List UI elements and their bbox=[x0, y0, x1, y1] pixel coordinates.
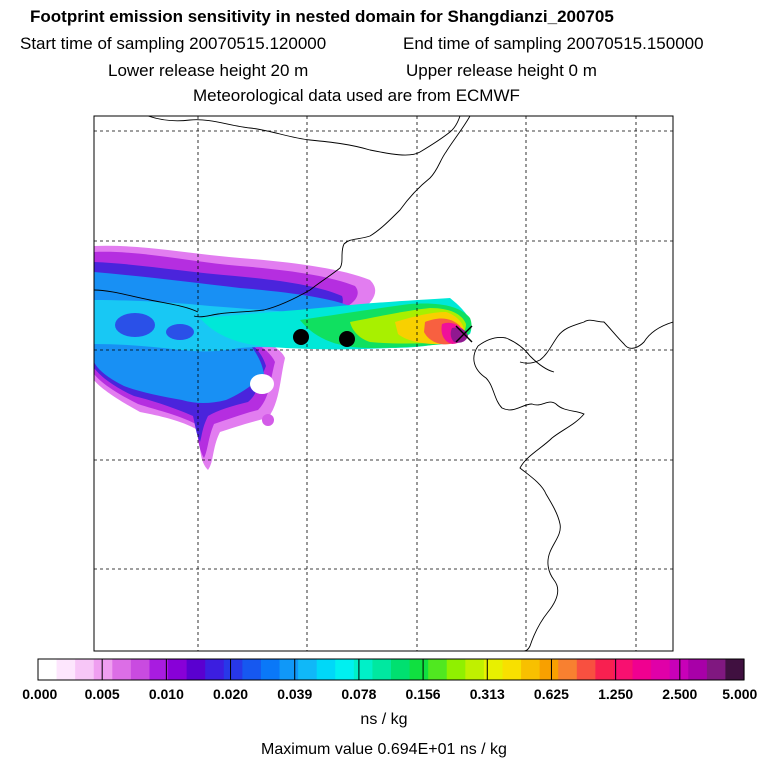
sensitivity-field bbox=[94, 245, 472, 470]
colorbar-swatch bbox=[409, 659, 429, 680]
colorbar-tick-label: 2.500 bbox=[662, 686, 698, 702]
colorbar-swatch bbox=[38, 659, 58, 680]
markers bbox=[293, 325, 473, 347]
colorbar-swatch bbox=[112, 659, 132, 680]
map-frame bbox=[93, 115, 674, 652]
coast-bay bbox=[477, 337, 555, 373]
colorbar-swatch bbox=[465, 659, 485, 680]
colorbar-swatch bbox=[706, 659, 727, 680]
sampling-point-2 bbox=[339, 331, 355, 347]
colorbar-swatch bbox=[168, 659, 188, 680]
colorbar-tick-label: 0.625 bbox=[533, 686, 569, 702]
release-site-cross-2 bbox=[455, 325, 473, 343]
colorbar-swatch bbox=[260, 659, 281, 680]
colorbar-swatch bbox=[298, 659, 318, 680]
colorbar-swatch bbox=[539, 659, 559, 680]
colorbar-tick-label: 1.250 bbox=[598, 686, 634, 702]
colorbar-frame bbox=[37, 658, 745, 681]
colorbar-swatch bbox=[632, 659, 652, 680]
sampling-point-1 bbox=[293, 329, 309, 345]
colorbar-swatch bbox=[502, 659, 522, 680]
colorbar-swatch bbox=[558, 659, 578, 680]
colorbar-swatch bbox=[483, 659, 504, 680]
korea-peninsula bbox=[519, 319, 673, 364]
colorbar-swatch bbox=[446, 659, 466, 680]
plume-patch-2 bbox=[166, 324, 194, 340]
colorbar-swatch bbox=[223, 659, 243, 680]
border-inner bbox=[193, 116, 471, 318]
colorbar bbox=[37, 658, 745, 681]
colorbar-swatch bbox=[186, 659, 206, 680]
colorbar-swatch bbox=[428, 659, 448, 680]
china-east-coast bbox=[473, 345, 585, 651]
colorbar-tick-label: 0.078 bbox=[341, 686, 377, 702]
colorbar-swatch bbox=[93, 659, 113, 680]
start-time: Start time of sampling 20070515.120000 bbox=[20, 34, 327, 53]
colorbar-swatch bbox=[149, 659, 169, 680]
colorbar-swatch bbox=[242, 659, 262, 680]
colorbar-swatch bbox=[372, 659, 392, 680]
plume-level-12 bbox=[450, 327, 468, 343]
map-title: Footprint emission sensitivity in nested… bbox=[30, 7, 614, 26]
colorbar-tick-label: 0.010 bbox=[148, 686, 184, 702]
coastlines bbox=[94, 116, 673, 651]
border-west bbox=[94, 289, 199, 313]
colorbar-swatch bbox=[521, 659, 541, 680]
colorbar-swatch bbox=[205, 659, 225, 680]
map-grid bbox=[94, 116, 673, 651]
colorbar-swatch bbox=[651, 659, 671, 680]
colorbar-tick-label: 0.005 bbox=[84, 686, 120, 702]
plume-patch-4 bbox=[262, 414, 274, 426]
colorbar-swatch bbox=[725, 659, 745, 680]
colorbar-swatch bbox=[130, 659, 151, 680]
colorbar-swatch bbox=[576, 659, 596, 680]
colorbar-tick-label: 0.000 bbox=[22, 686, 58, 702]
met-data-source: Meteorological data used are from ECMWF bbox=[193, 86, 520, 105]
colorbar-swatch bbox=[353, 659, 374, 680]
colorbar-swatch bbox=[56, 659, 76, 680]
colorbar-swatch bbox=[669, 659, 689, 680]
lower-release-height: Lower release height 20 m bbox=[108, 61, 309, 80]
colorbar-swatch bbox=[335, 659, 355, 680]
colorbar-units: ns / kg bbox=[360, 711, 408, 728]
colorbar-tick-label: 0.156 bbox=[405, 686, 441, 702]
colorbar-swatch bbox=[595, 659, 615, 680]
plume-patch-3 bbox=[250, 374, 274, 394]
colorbar-swatch bbox=[688, 659, 708, 680]
colorbar-swatch bbox=[391, 659, 411, 680]
plume-patch-1 bbox=[115, 313, 155, 337]
colorbar-tick-label: 0.039 bbox=[277, 686, 313, 702]
end-time: End time of sampling 20070515.150000 bbox=[403, 34, 704, 53]
release-site-marker bbox=[455, 325, 473, 343]
colorbar-tick-label: 0.313 bbox=[469, 686, 505, 702]
colorbar-swatch bbox=[279, 659, 299, 680]
maximum-value: Maximum value 0.694E+01 ns / kg bbox=[261, 741, 507, 758]
colorbar-swatch bbox=[613, 659, 634, 680]
border-north bbox=[147, 116, 461, 156]
colorbar-swatch bbox=[316, 659, 336, 680]
colorbar-swatch bbox=[75, 659, 95, 680]
colorbar-tick-label: 5.000 bbox=[722, 686, 758, 702]
colorbar-tick-label: 0.020 bbox=[213, 686, 249, 702]
upper-release-height: Upper release height 0 m bbox=[406, 61, 597, 80]
